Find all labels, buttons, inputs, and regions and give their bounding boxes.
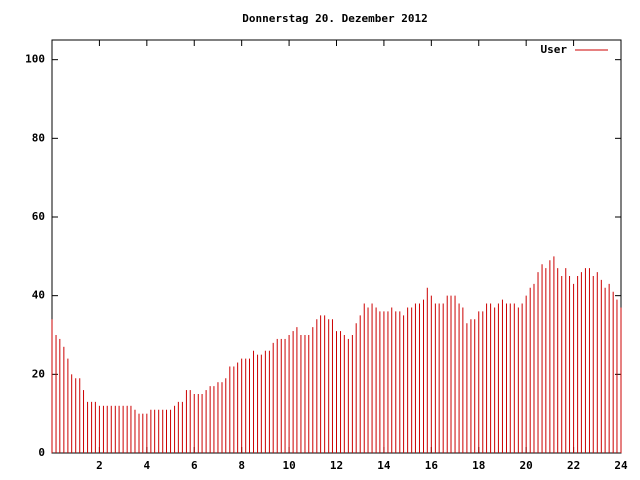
x-tick-label: 2 <box>96 459 103 472</box>
legend-label: User <box>541 43 568 56</box>
x-tick-label: 10 <box>282 459 295 472</box>
y-tick-label: 60 <box>32 210 45 223</box>
x-tick-label: 4 <box>144 459 151 472</box>
x-tick-label: 12 <box>330 459 343 472</box>
x-tick-label: 8 <box>238 459 245 472</box>
x-tick-label: 14 <box>377 459 391 472</box>
y-tick-label: 100 <box>25 53 45 66</box>
x-tick-label: 22 <box>567 459 580 472</box>
x-tick-label: 24 <box>614 459 628 472</box>
y-tick-label: 0 <box>38 446 45 459</box>
y-tick-label: 40 <box>32 289 45 302</box>
x-tick-label: 6 <box>191 459 198 472</box>
chart-title: Donnerstag 20. Dezember 2012 <box>242 12 427 25</box>
x-tick-label: 20 <box>520 459 533 472</box>
y-tick-label: 20 <box>32 367 45 380</box>
x-tick-label: 16 <box>425 459 439 472</box>
y-tick-label: 80 <box>32 131 45 144</box>
x-tick-label: 18 <box>472 459 485 472</box>
